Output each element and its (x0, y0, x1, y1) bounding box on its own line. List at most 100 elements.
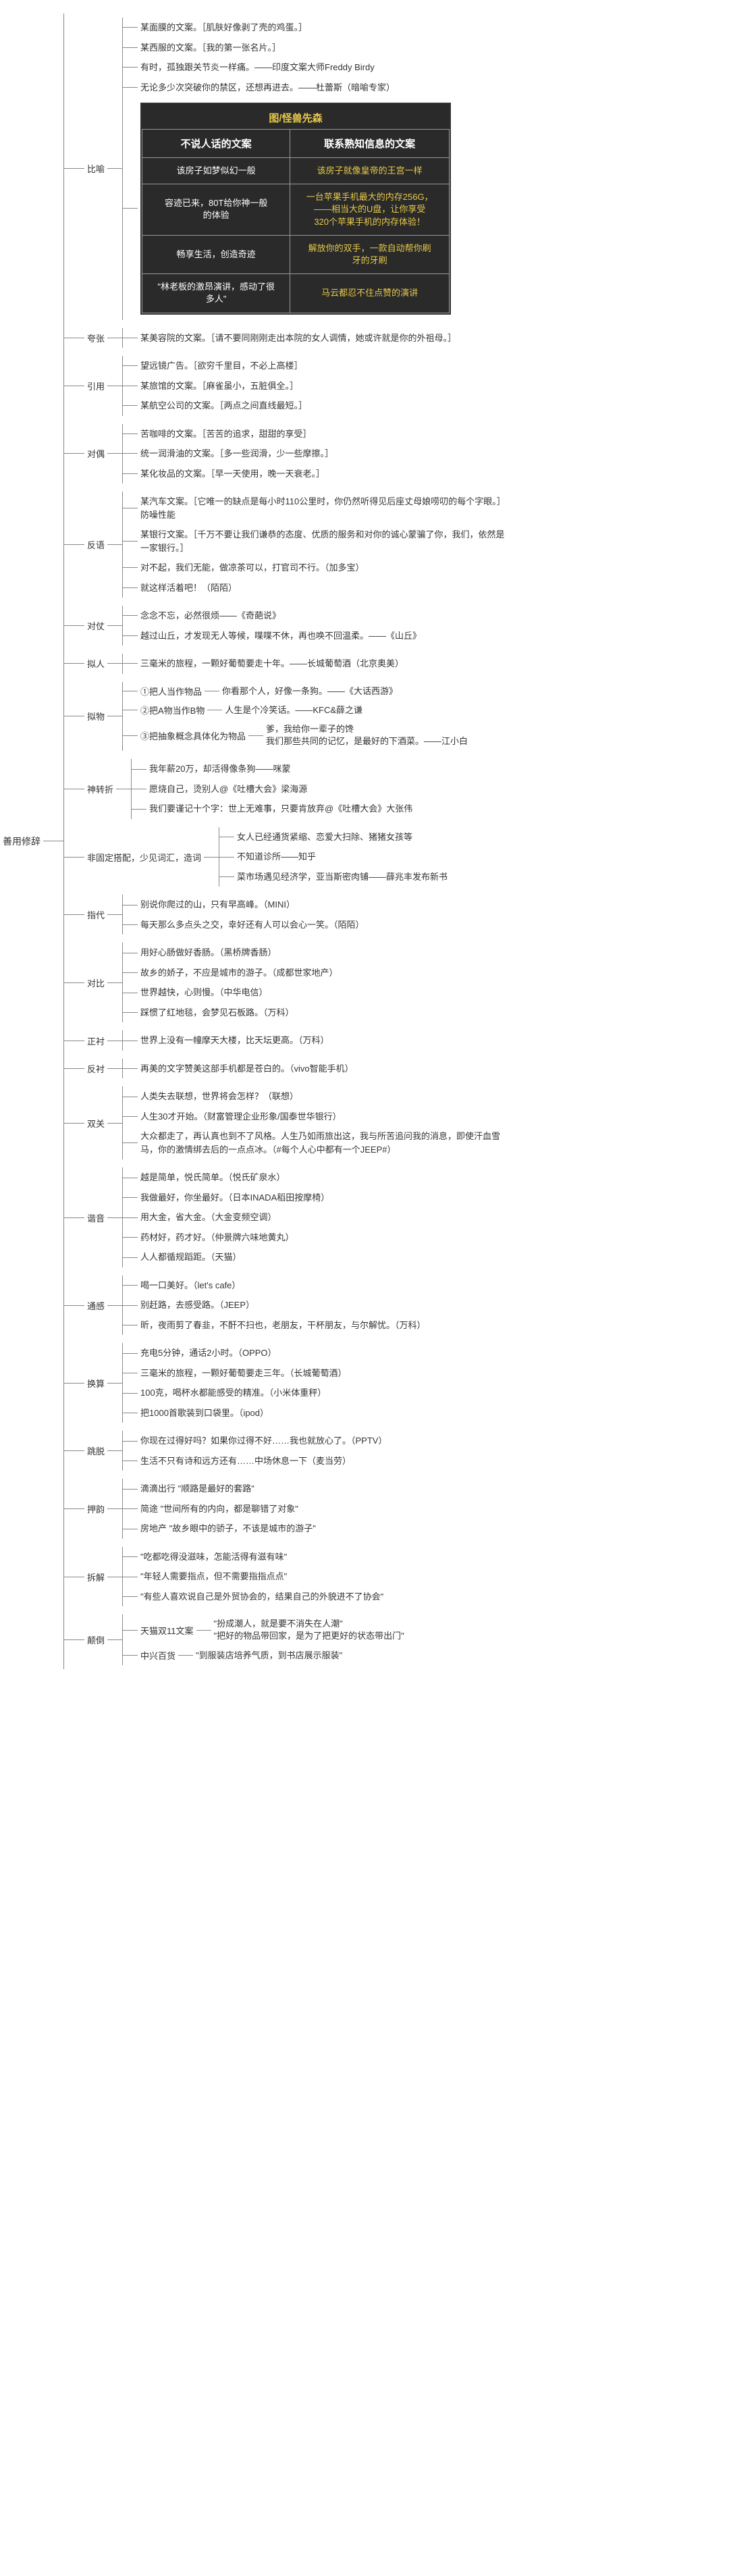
leaf-text: 用好心肠做好香肠。（黑桥牌香肠） (138, 944, 279, 962)
branch-connector (107, 625, 122, 626)
leaf-list: 世界上没有一幢摩天大楼，比天坛更高。（万科） (122, 1030, 332, 1051)
branch-connector (219, 876, 234, 877)
category-row: 对仗念念不忘，必然很烦——《奇葩说》越过山丘，才发现无人等候，喋喋不休，再也唤不… (64, 606, 516, 646)
branch-connector (123, 453, 138, 454)
leaf-row: 某汽车文案。［它唯一的缺点是每小时110公里时，你仍然听得见后座丈母娘唠叨的每个… (123, 493, 516, 523)
leaf-row: 世界上没有一幢摩天大楼，比天坛更高。（万科） (123, 1032, 332, 1049)
branch-connector (64, 1217, 84, 1218)
branch-connector (64, 1068, 84, 1069)
leaf-row: 房地产 "故乡眼中的骄子，不该是城市的游子" (123, 1520, 319, 1537)
leaf-text: 某汽车文案。［它唯一的缺点是每小时110公里时，你仍然听得见后座丈母娘唠叨的每个… (138, 493, 516, 523)
leaf-list: 用好心肠做好香肠。（黑桥牌香肠） 故乡的娇子，不应是城市的游子。（成都世家地产） 世… (122, 943, 341, 1022)
leaf-row: 滴滴出行 "顺路是最好的套路" (123, 1480, 319, 1498)
leaf-text: 人生30才开始。（财富管理企业形象/国泰世华银行） (138, 1108, 344, 1126)
leaf-list: 你现在过得好吗？如果你过得不好……我也就放心了。（PPTV）生活不只有诗和远方还… (122, 1431, 389, 1471)
category-label: 比喻 (84, 161, 107, 176)
category-row: 神转折我年薪20万，却活得像条狗——咪蒙愿烧自己，烫别人@《吐槽大会》梁海源我们… (64, 759, 516, 819)
leaf-text: 简途 "世间所有的内向，都是聊错了对象" (138, 1500, 301, 1518)
branch-connector (123, 567, 138, 568)
branch-connector (123, 1217, 138, 1218)
leaf-text: 喝一口美好。（let's cafe） (138, 1277, 243, 1294)
branch-connector (123, 47, 138, 48)
leaf-text: 100克，喝杯水都能感受的精准。（小米体重秤） (138, 1384, 329, 1402)
branch-connector (107, 1305, 122, 1306)
leaf-row: 我年薪20万，却活得像条狗——咪蒙 (132, 760, 415, 778)
leaf-text: 某美容院的文案。［请不要同刚刚走出本院的女人调情，她或许就是你的外祖母。］ (138, 330, 459, 347)
leaf-list: 人类失去联想，世界将会怎样？（联想） 人生30才开始。（财富管理企业形象/国泰世华… (122, 1086, 516, 1159)
leaf-text: 某化妆品的文案。［早一天使用，晚一天衰老。］ (138, 465, 327, 483)
branch-connector (107, 544, 122, 545)
slide-header-right: 联系熟知信息的文案 (290, 130, 450, 158)
leaf-row: 某航空公司的文案。［两点之间直线最短。］ (123, 397, 310, 415)
leaf-row: 某银行文案。［千万不要让我们谦恭的态度、优质的服务和对你的诚心蒙骗了你，我们，依… (123, 526, 516, 556)
leaf-row: "有些人喜欢说自己是外贸协会的，结果自己的外貌进不了协会" (123, 1588, 386, 1606)
branch-connector (123, 924, 138, 925)
leaf-row: 我们要谨记十个字：世上无难事，只要肯放弃@《吐槽大会》大张伟 (132, 800, 415, 818)
category-label: 非固定搭配，少见词汇，造词 (84, 849, 204, 865)
leaf-row: 世界越快，心则慢。（中华电信） (123, 984, 341, 1001)
leaf-row: 统一润滑油的文案。［多一些润滑，少一些摩擦。］ (123, 445, 336, 463)
category-label: 拟人 (84, 656, 107, 671)
leaf-text: 有时，孤独跟关节炎一样痛。——印度文案大师Freddy Birdy (138, 59, 377, 76)
leaf-row: "年轻人需要指点，但不需要指指点点" (123, 1568, 386, 1585)
leaf-row: 用大金，省大金。（大金变频空调） (123, 1209, 332, 1226)
leaf-text: 药材好，药才好。（仲景牌六味地黄丸） (138, 1229, 297, 1246)
category-row: 换算充电5分钟，通话2小时。（OPPO）三毫米的旅程，一颗好葡萄要走三年。（长城… (64, 1343, 516, 1423)
branch-connector (123, 1068, 138, 1069)
leaf-row: 望远镜广告。［欲穷千里目，不必上高楼］ (123, 357, 310, 375)
leaf-text: 你现在过得好吗？如果你过得不好……我也就放心了。（PPTV） (138, 1432, 389, 1450)
leaf-row: 苦咖啡的文案。［苦苦的追求，甜甜的享受］ (123, 425, 336, 443)
branch-connector (107, 453, 122, 454)
branch-connector (123, 473, 138, 474)
branch-connector (123, 27, 138, 28)
leaf-row: 人类失去联想，世界将会怎样？（联想） (123, 1088, 516, 1105)
leaf-row: 人生30才开始。（财富管理企业形象/国泰世华银行） (123, 1108, 516, 1126)
category-row: 引用望远镜广告。［欲穷千里目，不必上高楼］某旅馆的文案。［麻雀虽小，五脏俱全。］… (64, 356, 516, 416)
comparison-slide: 图/怪兽先森不说人话的文案联系熟知信息的文案该房子如梦似幻一般该房子就像皇帝的王… (140, 103, 451, 315)
branch-connector (64, 1383, 84, 1384)
branch-connector (123, 405, 138, 406)
leaf-list: "吃都吃得没滋味，怎能活得有滋有味""年轻人需要指点，但不需要指指点点""有些人… (122, 1547, 386, 1607)
leaf-row: 越过山丘，才发现无人等候，喋喋不休，再也唤不回温柔。——《山丘》 (123, 627, 424, 645)
branch-connector (123, 1655, 138, 1656)
leaf-text: 望远镜广告。［欲穷千里目，不必上高楼］ (138, 357, 306, 375)
slide-cell: 该房子就像皇帝的王宫一样 (290, 158, 450, 184)
leaf-row: 别赶路，去感受路。（JEEP） (123, 1296, 429, 1314)
leaf-text: 故乡的娇子，不应是城市的游子。（成都世家地产） (138, 964, 341, 982)
category-label: 对仗 (84, 618, 107, 633)
branch-connector (123, 1237, 138, 1238)
category-row: 拆解"吃都吃得没滋味，怎能活得有滋有味""年轻人需要指点，但不需要指指点点""有… (64, 1547, 516, 1607)
branch-connector (107, 1383, 122, 1384)
leaf-list: 天猫双11文案"扮成潮人，就是要不消失在人潮" "把好的物品带回家，是为了把更好… (122, 1614, 407, 1665)
leaf-row: 药材好，药才好。（仲景牌六味地黄丸） (123, 1229, 332, 1246)
branch-connector (107, 1217, 122, 1218)
leaf-list: 苦咖啡的文案。［苦苦的追求，甜甜的享受］ 统一润滑油的文案。［多一些润滑，少一些摩… (122, 424, 336, 484)
category-row: 对偶苦咖啡的文案。［苦苦的追求，甜甜的享受］统一润滑油的文案。［多一些润滑，少一… (64, 424, 516, 484)
branch-connector (64, 625, 84, 626)
branch-connector (107, 1508, 122, 1509)
sub-label: 中兴百货 (138, 1648, 178, 1663)
slide-cell: 解放你的双手，一款自动帮你刷 牙的牙刷 (290, 235, 450, 273)
leaf-text: 我做最好，你坐最好。（日本INADA稻田按摩椅） (138, 1189, 332, 1207)
category-row: 非固定搭配，少见词汇，造词女人已经通货紧缩、恋爱大扫除、猪猪女孩等不知道诊所——… (64, 827, 516, 887)
leaf-text: 把1000首歌装到口袋里。（ipod） (138, 1404, 271, 1422)
leaf-row: 喝一口美好。（let's cafe） (123, 1277, 429, 1294)
leaf-list: 某美容院的文案。［请不要同刚刚走出本院的女人调情，她或许就是你的外祖母。］ (122, 328, 459, 348)
leaf-row: 女人已经通货紧缩、恋爱大扫除、猪猪女孩等 (219, 829, 450, 846)
category-label: 对比 (84, 975, 107, 991)
category-row: 比喻某面膜的文案。［肌肤好像剥了壳的鸡蛋。］某西服的文案。［我的第一张名片。］有… (64, 18, 516, 320)
branch-connector (64, 857, 84, 858)
sub-row: ①把人当作物品你看那个人，好像一条狗。——《大话西游》 (123, 683, 470, 700)
leaf-row: 把1000首歌装到口袋里。（ipod） (123, 1404, 350, 1422)
leaf-list: ①把人当作物品你看那个人，好像一条狗。——《大话西游》②把A物当作B物人生是个冷… (122, 682, 470, 752)
branch-connector (219, 857, 234, 858)
leaf-list: 三毫米的旅程，一颗好葡萄要走十年。——长城葡萄酒（北京奥美） (122, 654, 406, 674)
leaf-row: 三毫米的旅程，一颗好葡萄要走十年。——长城葡萄酒（北京奥美） (123, 655, 406, 673)
category-label: 神转折 (84, 781, 116, 797)
branch-connector (123, 1285, 138, 1286)
category-label: 反语 (84, 537, 107, 552)
category-row: 夸张某美容院的文案。［请不要同刚刚走出本院的女人调情，她或许就是你的外祖母。］ (64, 328, 516, 348)
branch-connector (107, 1639, 122, 1640)
branch-connector (123, 1353, 138, 1354)
leaf-text: 用大金，省大金。（大金变频空调） (138, 1209, 279, 1226)
